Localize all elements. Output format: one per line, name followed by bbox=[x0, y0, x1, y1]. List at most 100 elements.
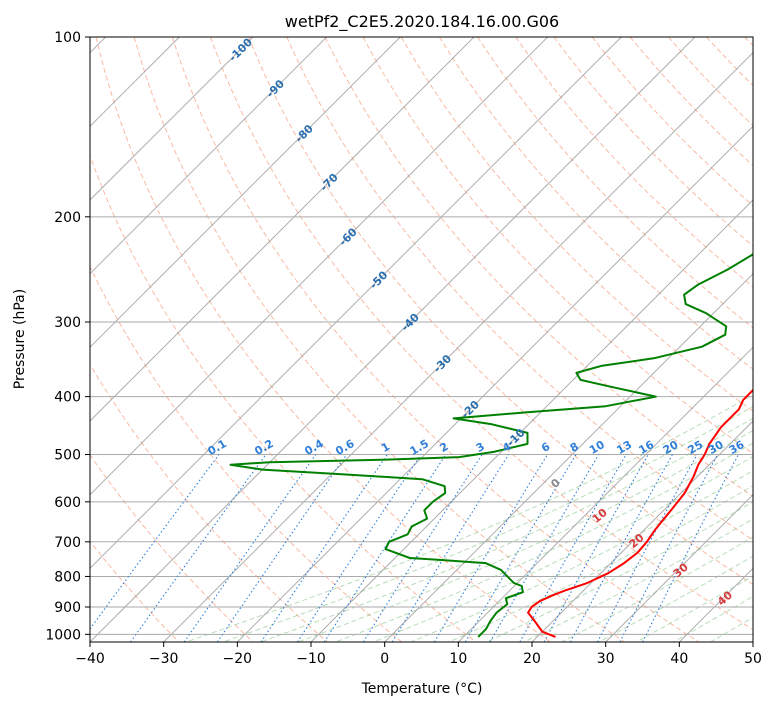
x-tick-label: 10 bbox=[449, 651, 467, 667]
mixing-ratio-line bbox=[297, 454, 422, 642]
dry-adiabat bbox=[400, 37, 753, 412]
y-axis: 100 200 300 400 500 600 700 800 900 1000 bbox=[45, 30, 90, 643]
mixing-ratio-line bbox=[183, 454, 317, 642]
isotherm bbox=[90, 37, 401, 349]
x-tick-label: 0 bbox=[380, 651, 389, 667]
moist-adiabat bbox=[672, 595, 753, 642]
isotherm bbox=[90, 37, 328, 275]
x-tick-label: −30 bbox=[149, 651, 179, 667]
mixing-ratio-line bbox=[130, 454, 267, 642]
series-layer bbox=[229, 253, 753, 638]
mixing-ratio-line bbox=[216, 454, 348, 642]
dewpoint-line bbox=[229, 253, 753, 638]
isotherm bbox=[90, 37, 254, 201]
chart-title: wetPf2_C2E5.2020.184.16.00.G06 bbox=[285, 12, 559, 32]
x-tick-label: −20 bbox=[223, 651, 253, 667]
dry-adiabat bbox=[438, 37, 753, 370]
moist-adiabat bbox=[447, 485, 753, 642]
mixing-ratio-line bbox=[433, 454, 548, 642]
moist-adiabat bbox=[371, 455, 753, 642]
dry-adiabat bbox=[95, 37, 551, 642]
moist-adiabat bbox=[560, 536, 753, 642]
isotherm bbox=[90, 37, 696, 642]
dry-adiabat bbox=[90, 363, 328, 642]
dry-adiabat bbox=[133, 37, 625, 642]
y-tick-label: 800 bbox=[54, 569, 81, 585]
grid-layer bbox=[90, 37, 753, 642]
moist-adiabat bbox=[709, 616, 753, 642]
y-tick-label: 400 bbox=[54, 390, 81, 406]
adiabat-label: 40 bbox=[715, 588, 735, 608]
isotherm bbox=[384, 272, 753, 642]
dry-adiabat bbox=[553, 37, 753, 247]
moist-adiabat bbox=[334, 442, 753, 642]
mixing-ratio-label: 6 bbox=[539, 440, 552, 455]
isotherm bbox=[457, 346, 753, 642]
isotherm bbox=[90, 37, 622, 570]
y-tick-label: 700 bbox=[54, 535, 81, 551]
mixing-ratio-line bbox=[519, 454, 627, 642]
x-tick-label: 30 bbox=[597, 651, 615, 667]
y-tick-label: 200 bbox=[54, 210, 81, 226]
plot-frame bbox=[89, 36, 754, 643]
isotherm bbox=[605, 493, 753, 642]
isotherm bbox=[678, 567, 753, 642]
y-tick-label: 300 bbox=[54, 315, 81, 331]
mixing-ratio-line bbox=[260, 454, 388, 642]
dry-adiabat bbox=[324, 37, 753, 497]
x-tick-label: −10 bbox=[296, 651, 326, 667]
adiabat-label: 0 bbox=[548, 476, 562, 491]
x-axis: −40 −30 −20 −10 0 10 20 30 40 50 bbox=[75, 642, 762, 667]
moist-adiabat bbox=[296, 429, 753, 642]
y-tick-label: 100 bbox=[54, 30, 81, 46]
mixing-ratio-line bbox=[569, 454, 673, 642]
dry-adiabat bbox=[90, 153, 477, 642]
dry-adiabat bbox=[90, 453, 254, 642]
dry-adiabat bbox=[362, 37, 753, 455]
temperature-line bbox=[527, 388, 753, 638]
y-tick-label: 500 bbox=[54, 448, 81, 464]
dry-adiabat bbox=[515, 37, 753, 288]
mixing-ratio-label: 1 bbox=[379, 440, 392, 455]
adiabat-label: 20 bbox=[627, 531, 647, 551]
y-tick-label: 900 bbox=[54, 600, 81, 616]
x-tick-label: 20 bbox=[523, 651, 541, 667]
x-tick-label: −40 bbox=[75, 651, 105, 667]
moist-adiabat bbox=[485, 501, 753, 642]
isotherm bbox=[752, 641, 753, 642]
moist-adiabat bbox=[409, 470, 753, 642]
dry-adiabat bbox=[171, 37, 700, 642]
isotherm bbox=[531, 420, 753, 642]
mixing-ratio-line bbox=[596, 454, 698, 642]
dry-adiabat bbox=[210, 37, 753, 631]
mixing-ratio-line bbox=[464, 454, 577, 642]
dry-adiabat bbox=[286, 37, 753, 541]
y-tick-label: 1000 bbox=[45, 627, 81, 643]
adiabat-label: 10 bbox=[590, 506, 610, 526]
moist-adiabat bbox=[184, 394, 753, 642]
moist-adiabat bbox=[597, 555, 753, 642]
mixing-ratio-label: 2 bbox=[438, 440, 451, 455]
dry-adiabat bbox=[744, 37, 753, 47]
mixing-ratio-line bbox=[362, 454, 483, 642]
mixing-ratio-line bbox=[323, 454, 447, 642]
dry-adiabat bbox=[629, 37, 753, 167]
mixing-ratio-line bbox=[90, 454, 220, 630]
x-axis-label: Temperature (°C) bbox=[361, 681, 483, 697]
isotherm bbox=[163, 51, 753, 642]
isotherm bbox=[90, 37, 549, 496]
dry-adiabat bbox=[591, 37, 753, 207]
moist-adiabat bbox=[522, 518, 753, 642]
dry-adiabat bbox=[668, 37, 753, 127]
isotherm bbox=[90, 37, 475, 422]
x-tick-label: 50 bbox=[744, 651, 762, 667]
isotherm-label: -100 bbox=[226, 35, 255, 64]
dry-adiabat bbox=[477, 37, 753, 329]
isotherm bbox=[236, 125, 753, 642]
y-axis-label: Pressure (hPa) bbox=[12, 289, 28, 389]
moist-adiabat bbox=[635, 575, 753, 642]
y-tick-label: 600 bbox=[54, 495, 81, 511]
isotherm bbox=[310, 199, 753, 642]
dry-adiabat bbox=[90, 265, 403, 642]
mixing-ratio-line bbox=[489, 454, 600, 642]
